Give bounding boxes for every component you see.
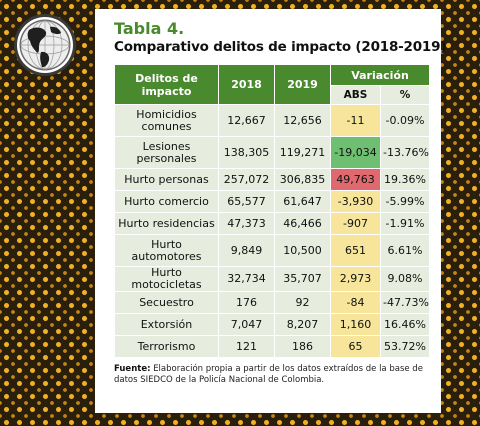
table-row: Hurto motocicletas 32,734 35,707 2,973 9… bbox=[114, 266, 431, 292]
row-2019: 8,207 bbox=[274, 313, 331, 336]
row-category: Lesiones personales bbox=[114, 136, 219, 169]
header-2019: 2019 bbox=[274, 64, 331, 105]
row-pct: -13.76% bbox=[379, 136, 431, 169]
globe-icon bbox=[13, 13, 77, 77]
row-2019: 35,707 bbox=[274, 266, 331, 292]
row-pct: 53.72% bbox=[379, 335, 431, 358]
header-abs: ABS bbox=[330, 85, 381, 105]
row-2019: 10,500 bbox=[274, 234, 331, 267]
row-abs: 651 bbox=[330, 234, 381, 267]
row-2018: 257,072 bbox=[218, 168, 275, 191]
table-row: Hurto comercio 65,577 61,647 -3,930 -5.9… bbox=[114, 190, 431, 213]
row-pct: -47.73% bbox=[379, 291, 431, 314]
table-card: Tabla 4. Comparativo delitos de impacto … bbox=[95, 9, 447, 413]
row-2018: 121 bbox=[218, 335, 275, 358]
row-pct: 6.61% bbox=[379, 234, 431, 267]
header-variation: Variación bbox=[329, 64, 431, 86]
table-row: Secuestro 176 92 -84 -47.73% bbox=[114, 291, 431, 314]
row-category: Extorsión bbox=[114, 313, 219, 336]
crime-comparison-table: Delitos de impacto 2018 2019 Variación A… bbox=[114, 64, 431, 358]
row-2019: 92 bbox=[274, 291, 331, 314]
row-2018: 138,305 bbox=[218, 136, 275, 169]
row-2019: 61,647 bbox=[274, 190, 331, 213]
header-pct: % bbox=[379, 85, 431, 105]
row-2018: 7,047 bbox=[218, 313, 275, 336]
row-2018: 9,849 bbox=[218, 234, 275, 267]
row-2019: 12,656 bbox=[274, 104, 331, 137]
row-2018: 65,577 bbox=[218, 190, 275, 213]
row-category: Hurto comercio bbox=[114, 190, 219, 213]
row-pct: -1.91% bbox=[379, 212, 431, 235]
table-row: Hurto residencias 47,373 46,466 -907 -1.… bbox=[114, 212, 431, 235]
row-pct: 9.08% bbox=[379, 266, 431, 292]
row-pct: 19.36% bbox=[379, 168, 431, 191]
row-category: Hurto residencias bbox=[114, 212, 219, 235]
table-row: Terrorismo 121 186 65 53.72% bbox=[114, 335, 431, 358]
row-abs: 49,763 bbox=[330, 168, 381, 191]
row-abs: -19,034 bbox=[330, 136, 381, 169]
row-pct: -5.99% bbox=[379, 190, 431, 213]
source-text: Elaboración propia a partir de los datos… bbox=[114, 364, 423, 385]
row-2018: 47,373 bbox=[218, 212, 275, 235]
row-abs: 65 bbox=[330, 335, 381, 358]
row-abs: -907 bbox=[330, 212, 381, 235]
row-category: Hurto automotores bbox=[114, 234, 219, 267]
row-2018: 32,734 bbox=[218, 266, 275, 292]
row-category: Hurto personas bbox=[114, 168, 219, 191]
row-abs: -11 bbox=[330, 104, 381, 137]
row-pct: 16.46% bbox=[379, 313, 431, 336]
source-label: Fuente: bbox=[114, 364, 151, 374]
row-2019: 46,466 bbox=[274, 212, 331, 235]
row-category: Terrorismo bbox=[114, 335, 219, 358]
row-abs: -84 bbox=[330, 291, 381, 314]
row-abs: 1,160 bbox=[330, 313, 381, 336]
table-row: Homicidios comunes 12,667 12,656 -11 -0.… bbox=[114, 104, 431, 137]
row-2019: 306,835 bbox=[274, 168, 331, 191]
row-2018: 12,667 bbox=[218, 104, 275, 137]
row-category: Homicidios comunes bbox=[114, 104, 219, 137]
header-2018: 2018 bbox=[218, 64, 275, 105]
source-note: Fuente: Elaboración propia a partir de l… bbox=[114, 364, 432, 386]
row-abs: 2,973 bbox=[330, 266, 381, 292]
row-category: Secuestro bbox=[114, 291, 219, 314]
table-row: Lesiones personales 138,305 119,271 -19,… bbox=[114, 136, 431, 169]
row-abs: -3,930 bbox=[330, 190, 381, 213]
table-row: Hurto automotores 9,849 10,500 651 6.61% bbox=[114, 234, 431, 267]
table-row: Hurto personas 257,072 306,835 49,763 19… bbox=[114, 168, 431, 191]
row-2019: 186 bbox=[274, 335, 331, 358]
table-label: Tabla 4. bbox=[114, 19, 185, 38]
table-title: Comparativo delitos de impacto (2018-201… bbox=[114, 39, 447, 55]
row-2018: 176 bbox=[218, 291, 275, 314]
row-2019: 119,271 bbox=[274, 136, 331, 169]
row-category: Hurto motocicletas bbox=[114, 266, 219, 292]
header-category: Delitos de impacto bbox=[114, 64, 219, 105]
row-pct: -0.09% bbox=[379, 104, 431, 137]
table-row: Extorsión 7,047 8,207 1,160 16.46% bbox=[114, 313, 431, 336]
